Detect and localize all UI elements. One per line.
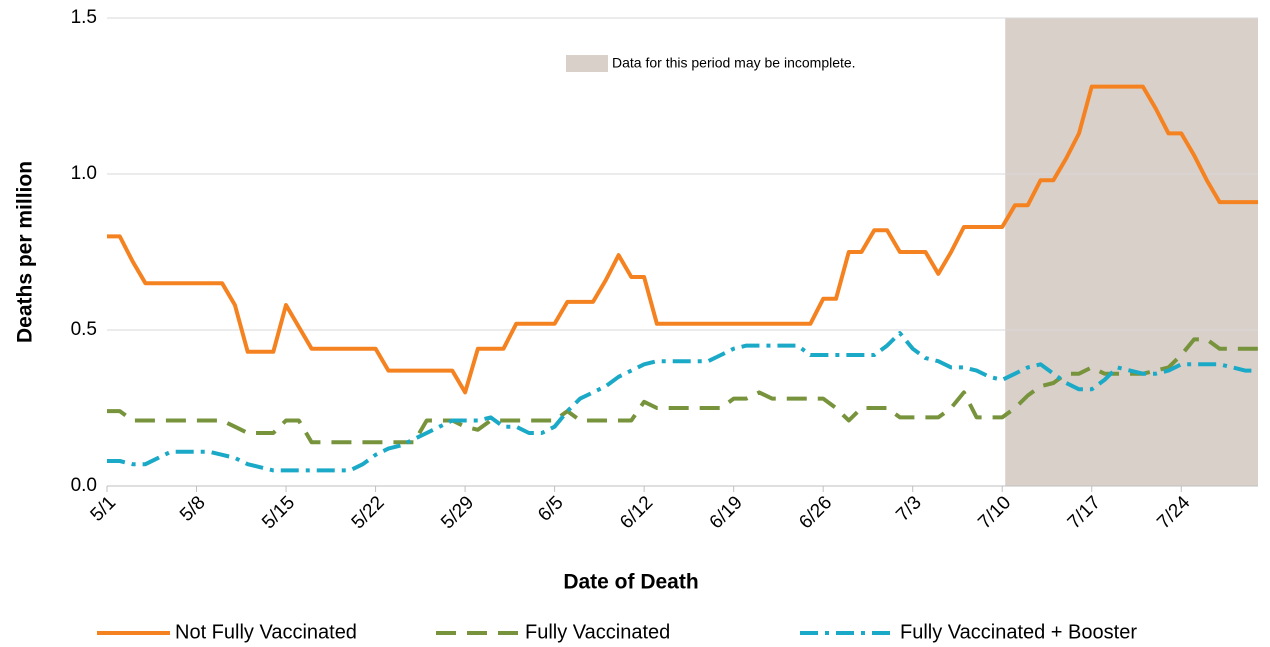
x-tick-label: 6/26 [795,492,836,533]
x-tick-label: 6/12 [616,492,657,533]
x-tick-label: 6/19 [706,492,747,533]
x-tick-label: 7/3 [892,492,926,526]
legend-label: Fully Vaccinated [525,621,670,643]
x-tick-label: 7/10 [974,492,1015,533]
x-tick-label: 5/29 [437,492,478,533]
x-tick-label: 7/17 [1064,492,1105,533]
legend-label: Not Fully Vaccinated [175,621,357,643]
x-tick-label: 5/15 [258,492,299,533]
shaded-region [1005,18,1258,486]
y-axis-title: Deaths per million [14,161,37,343]
data-line [107,84,1258,395]
x-axis-title: Date of Death [563,571,698,594]
y-tick-label: 1.5 [71,7,97,28]
x-tick-label: 5/8 [176,492,210,526]
legend-label: Fully Vaccinated + Booster [900,621,1137,643]
data-line [107,331,1258,473]
y-tick-label: 0.5 [71,319,97,340]
x-tick-label: 5/1 [87,492,121,526]
x-tick-label: 7/24 [1153,492,1194,533]
y-tick-label: 0.0 [71,475,97,496]
shaded-legend-swatch [566,55,608,72]
data-line [107,337,1258,445]
x-tick-label: 5/22 [348,492,389,533]
shaded-legend-label: Data for this period may be incomplete. [612,55,856,71]
y-tick-label: 1.0 [71,163,97,184]
x-tick-label: 6/5 [534,492,568,526]
